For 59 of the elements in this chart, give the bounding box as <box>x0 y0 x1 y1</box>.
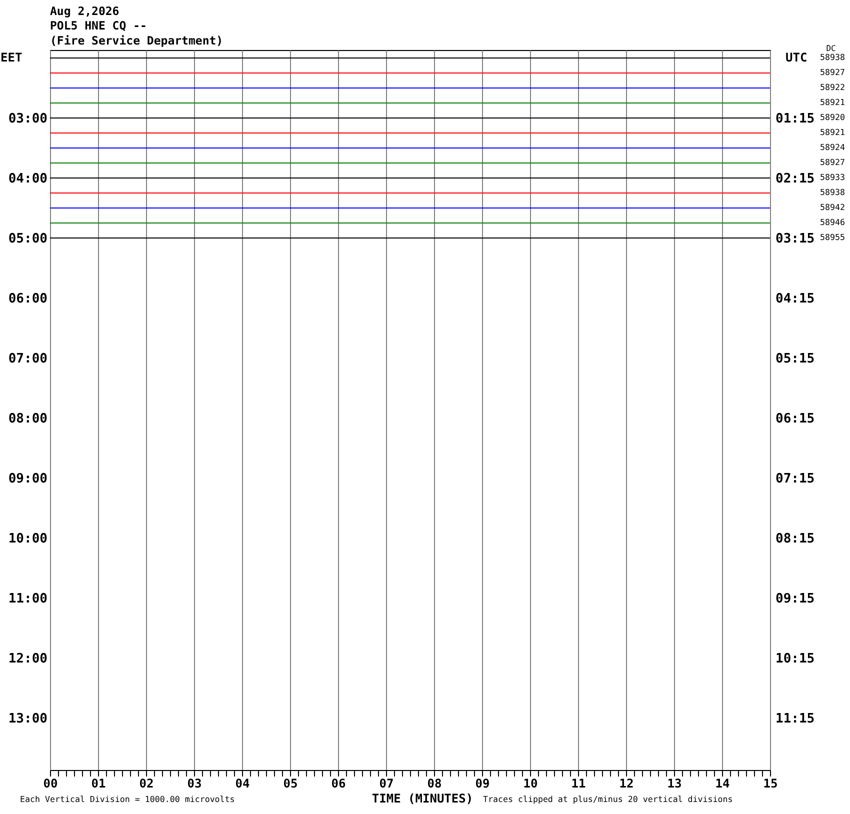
y-tick-label: 07:00 <box>8 351 48 366</box>
x-tick-label: 01 <box>91 776 106 790</box>
text: 58920 <box>820 112 845 122</box>
text: Each Vertical Division = 1000.00 microvolts <box>20 794 235 804</box>
y-tick-label: 05:00 <box>8 231 48 246</box>
y2-tick-label: 06:15 <box>776 411 815 426</box>
y-tick-label: 08:00 <box>8 411 48 426</box>
text: 58946 <box>820 216 845 227</box>
text: 58955 <box>820 232 845 242</box>
x-tick-label: 04 <box>235 776 250 790</box>
y2-tick-label: 04:15 <box>776 291 815 306</box>
text: 58927 <box>820 156 845 167</box>
text: 58933 <box>820 172 845 182</box>
x-tick-label: 14 <box>715 776 730 790</box>
x-tick-label: 06 <box>331 776 346 790</box>
x-tick-label: 15 <box>763 776 778 790</box>
chart-title: Aug 2,2026 <box>50 4 120 18</box>
y2-tick-label: 05:15 <box>776 351 815 366</box>
text: DC <box>826 44 836 53</box>
y-tick-label: 10:00 <box>8 531 48 546</box>
y-tick-label: 06:00 <box>8 291 48 306</box>
y-tick-label: 03:00 <box>8 111 48 126</box>
text: 58927 <box>820 66 845 77</box>
y2-tick-label: 08:15 <box>776 531 815 546</box>
y2-tick-label: 02:15 <box>776 171 815 186</box>
text: 58921 <box>820 96 845 107</box>
y-axis-title: EET <box>0 50 22 64</box>
x-tick-label: 05 <box>283 776 298 790</box>
y2-tick-label: 09:15 <box>776 591 815 606</box>
text: Traces clipped at plus/minus 20 vertical divisions <box>483 794 733 804</box>
text: 58938 <box>820 52 845 62</box>
y-tick-label: 11:00 <box>8 591 48 606</box>
x-tick-label: 08 <box>427 776 442 790</box>
y2-tick-label: 10:15 <box>776 651 815 666</box>
x-tick-label: 02 <box>139 776 154 790</box>
x-tick-label: 07 <box>379 776 394 790</box>
x-tick-label: 10 <box>523 776 538 790</box>
text: 58942 <box>820 202 845 212</box>
text: 58924 <box>820 142 845 152</box>
y2-axis-title: UTC <box>786 50 808 64</box>
x-tick-label: 13 <box>667 776 682 790</box>
text: 58922 <box>820 82 845 92</box>
chart-subtitle: POL5 HNE CQ -- (Fire Service Department) <box>50 18 224 48</box>
y-tick-label: 13:00 <box>8 711 48 726</box>
y2-tick-label: 11:15 <box>776 711 815 726</box>
y-tick-label: 04:00 <box>8 171 48 186</box>
y2-tick-label: 03:15 <box>776 231 815 246</box>
text: 58938 <box>820 186 845 197</box>
y-tick-label: 09:00 <box>8 471 48 486</box>
x-tick-label: 00 <box>43 776 58 790</box>
x-axis-title: TIME (MINUTES) <box>372 792 474 806</box>
y-tick-label: 12:00 <box>8 651 48 666</box>
x-tick-label: 03 <box>187 776 202 790</box>
x-tick-label: 12 <box>619 776 634 790</box>
x-tick-label: 09 <box>475 776 490 790</box>
y2-tick-label: 07:15 <box>776 471 815 486</box>
y2-tick-label: 01:15 <box>776 111 815 126</box>
x-tick-label: 11 <box>571 776 586 790</box>
text: 58921 <box>820 126 845 137</box>
